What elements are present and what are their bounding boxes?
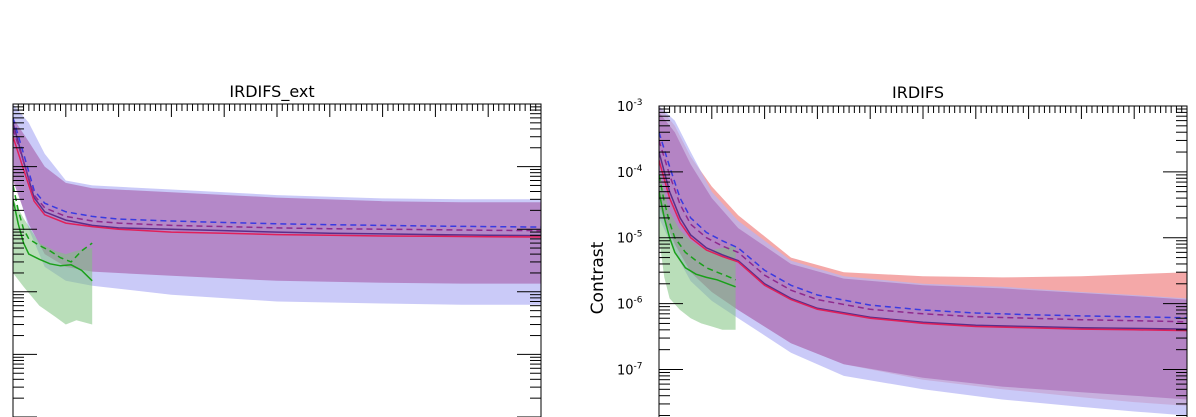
y-tick-label: 10-5: [617, 230, 643, 247]
chart-title: IRDIFS: [892, 83, 944, 102]
x-ticks: [12, 104, 542, 117]
chart-panel-irdifs: IRDIFS Contrast 10-3 10-4 10-5 10-6 10-7: [588, 83, 1188, 417]
series-line-0: [659, 151, 1187, 330]
series-line-2: [659, 131, 1187, 319]
y-tick-label: 10-7: [617, 361, 643, 378]
chart-panel-irdifs-ext: IRDIFS_ext: [12, 82, 542, 417]
y-tick-labels: 10-3 10-4 10-5 10-6 10-7: [617, 98, 643, 378]
y-tick-label: 10-4: [617, 164, 643, 181]
plot-area: [12, 103, 542, 417]
series-line-4: [13, 199, 93, 282]
y-tick-label: 10-3: [617, 98, 643, 115]
confidence-band-1: [13, 117, 541, 284]
y-ticks: [13, 103, 541, 417]
y-axis-label: Contrast: [588, 241, 608, 314]
plot-area: [658, 105, 1188, 417]
series-line-3: [13, 128, 541, 232]
series-line-3: [659, 140, 1187, 323]
confidence-band-2: [659, 112, 1187, 400]
series-line-1: [659, 160, 1187, 332]
chart-title: IRDIFS_ext: [229, 82, 314, 102]
series-line-4: [659, 191, 736, 288]
series-line-2: [13, 117, 541, 228]
series-line-5: [13, 185, 93, 263]
series-line-1: [13, 136, 541, 238]
y-tick-label: 10-6: [617, 296, 643, 313]
x-ticks: [658, 106, 1188, 119]
series-line-0: [13, 122, 541, 237]
confidence-band-3: [659, 171, 736, 330]
y-ticks: [659, 105, 1187, 417]
confidence-band-2: [13, 199, 93, 325]
